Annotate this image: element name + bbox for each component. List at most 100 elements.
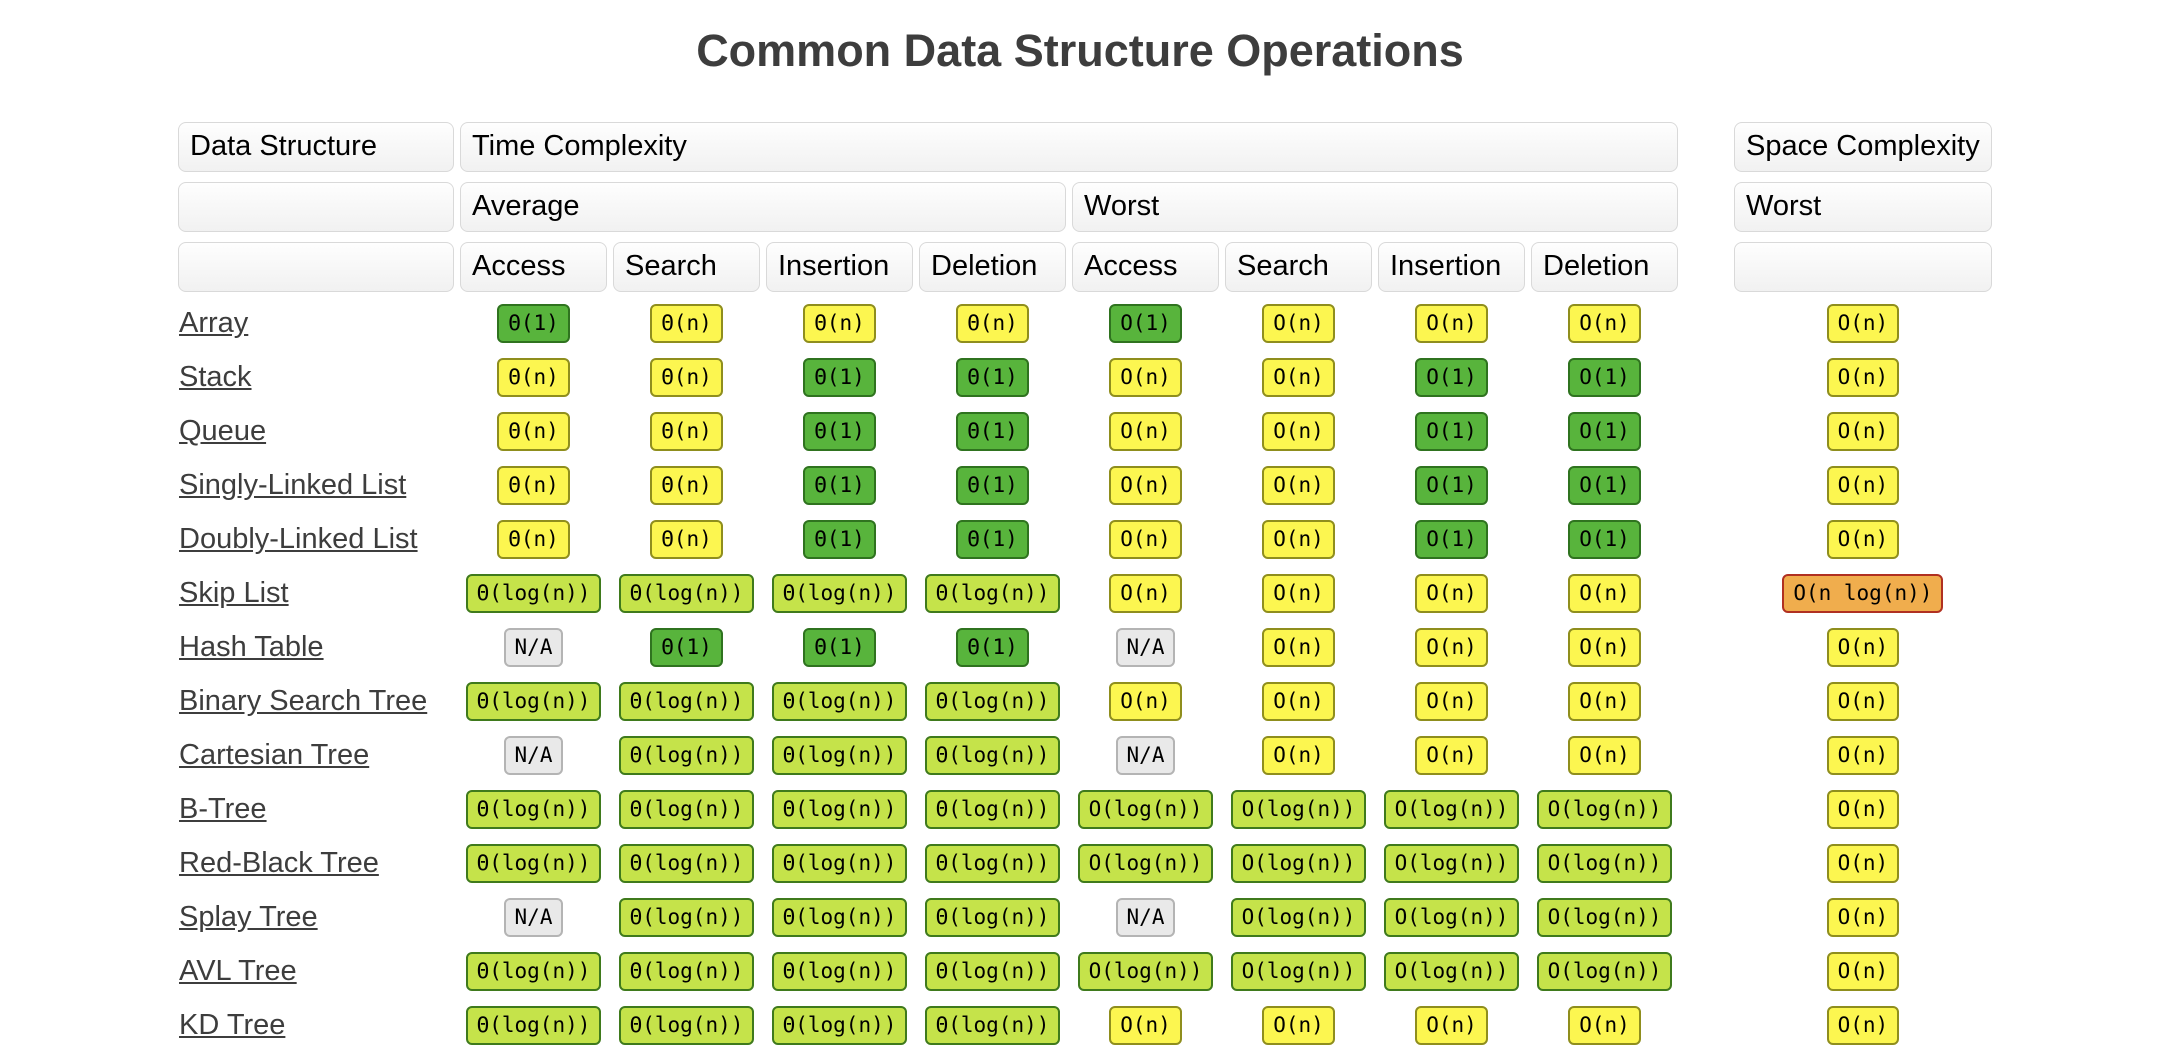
header-data-structure: Data Structure (178, 121, 454, 172)
data-structure-link[interactable]: B-Tree (179, 793, 267, 825)
header-op-deletion-average: Deletion (919, 241, 1066, 292)
complexity-badge: Θ(log(n)) (771, 790, 908, 829)
data-structure-link[interactable]: Stack (179, 361, 252, 393)
complexity-cell: Θ(log(n)) (613, 788, 760, 832)
complexity-cell: N/A (1072, 626, 1219, 670)
complexity-cell: Θ(log(n)) (766, 788, 913, 832)
complexity-cell: Θ(log(n)) (919, 734, 1066, 778)
complexity-badge: O(1) (1568, 520, 1641, 559)
data-structure-link[interactable]: Hash Table (179, 631, 324, 663)
complexity-cell: Θ(1) (766, 626, 913, 670)
complexity-badge: Θ(log(n)) (771, 952, 908, 991)
header-group-row: Data Structure Time Complexity Space Com… (178, 121, 1992, 172)
complexity-cell: O(1) (1531, 464, 1678, 508)
complexity-badge: O(n) (1262, 628, 1335, 667)
complexity-badge: O(n) (1826, 1006, 1900, 1045)
complexity-cell: O(1) (1531, 518, 1678, 562)
complexity-badge: O(log(n)) (1383, 952, 1520, 991)
complexity-cell: Θ(n) (460, 464, 607, 508)
complexity-badge: O(n) (1415, 304, 1488, 343)
complexity-cell: Θ(log(n)) (766, 842, 913, 886)
complexity-badge: O(log(n)) (1230, 844, 1367, 883)
complexity-cell: O(1) (1378, 410, 1525, 454)
complexity-cell: Θ(n) (460, 356, 607, 400)
gutter-cell (1684, 572, 1728, 616)
complexity-badge: O(log(n)) (1383, 898, 1520, 937)
data-structure-link[interactable]: AVL Tree (179, 955, 297, 987)
complexity-badge: O(n) (1262, 736, 1335, 775)
complexity-cell: O(n) (1378, 680, 1525, 724)
complexity-badge: Θ(1) (650, 628, 723, 667)
complexity-badge: O(n) (1826, 358, 1900, 397)
complexity-badge: Θ(log(n)) (924, 682, 1061, 721)
header-empty-name-cell (178, 241, 454, 292)
gutter-cell (1684, 626, 1728, 670)
complexity-badge: Θ(log(n)) (618, 574, 755, 613)
complexity-cell: O(log(n)) (1378, 788, 1525, 832)
complexity-badge: Θ(log(n)) (771, 1006, 908, 1045)
table-row: Red-Black Tree Θ(log(n)) Θ(log(n)) Θ(log(n)… (178, 842, 1992, 886)
complexity-badge: O(log(n)) (1077, 844, 1214, 883)
complexity-cell: Θ(log(n)) (460, 788, 607, 832)
complexity-badge: N/A (503, 736, 564, 775)
complexity-badge: N/A (503, 628, 564, 667)
complexity-cell: O(n) (1378, 302, 1525, 346)
gutter-cell (1684, 842, 1728, 886)
complexity-cell: Θ(log(n)) (613, 680, 760, 724)
complexity-badge: O(log(n)) (1230, 898, 1367, 937)
complexity-badge: Θ(1) (803, 520, 876, 559)
complexity-cell: Θ(1) (766, 410, 913, 454)
complexity-table: Data Structure Time Complexity Space Com… (172, 112, 1998, 1050)
data-structure-link[interactable]: Red-Black Tree (179, 847, 379, 879)
complexity-badge: O(n) (1415, 736, 1488, 775)
complexity-cell: O(log(n)) (1225, 788, 1372, 832)
header-op-search-worst: Search (1225, 241, 1372, 292)
data-structure-link[interactable]: KD Tree (179, 1009, 286, 1041)
data-structure-link[interactable]: Doubly-Linked List (179, 523, 418, 555)
data-structure-link[interactable]: Binary Search Tree (179, 685, 428, 717)
complexity-badge: Θ(log(n)) (771, 682, 908, 721)
complexity-cell: Θ(log(n)) (919, 842, 1066, 886)
gutter-cell (1684, 788, 1728, 832)
complexity-cell: O(n) (1378, 734, 1525, 778)
complexity-badge: Θ(log(n)) (465, 1006, 602, 1045)
complexity-badge: O(log(n)) (1536, 898, 1673, 937)
data-structure-link[interactable]: Splay Tree (179, 901, 318, 933)
complexity-badge: N/A (1115, 628, 1176, 667)
complexity-cell: Θ(log(n)) (460, 842, 607, 886)
complexity-badge: Θ(n) (650, 520, 723, 559)
complexity-badge: Θ(n) (497, 520, 570, 559)
complexity-cell: O(n) (1734, 626, 1992, 670)
data-structure-link[interactable]: Cartesian Tree (179, 739, 370, 771)
complexity-badge: O(n) (1415, 574, 1488, 613)
header-op-access-average: Access (460, 241, 607, 292)
complexity-cell: O(1) (1378, 356, 1525, 400)
data-structure-link[interactable]: Singly-Linked List (179, 469, 407, 501)
complexity-badge: Θ(n) (803, 304, 876, 343)
complexity-cell: O(n) (1734, 302, 1992, 346)
complexity-cell: Θ(log(n)) (919, 950, 1066, 994)
data-structure-link[interactable]: Queue (179, 415, 267, 447)
complexity-cell: O(n) (1734, 950, 1992, 994)
complexity-cell: Θ(n) (613, 464, 760, 508)
complexity-badge: O(log(n)) (1536, 844, 1673, 883)
gutter-cell (1684, 734, 1728, 778)
complexity-badge: Θ(n) (650, 358, 723, 397)
complexity-cell: Θ(log(n)) (766, 896, 913, 940)
complexity-badge: O(n) (1109, 466, 1182, 505)
table-row: Splay Tree N/A Θ(log(n)) Θ(log(n)) Θ(log(n))… (178, 896, 1992, 940)
complexity-badge: O(n) (1826, 628, 1900, 667)
complexity-badge: Θ(1) (803, 466, 876, 505)
complexity-cell: O(log(n)) (1072, 788, 1219, 832)
data-structure-link[interactable]: Array (179, 307, 249, 339)
complexity-badge: O(n) (1262, 304, 1335, 343)
complexity-badge: O(n) (1262, 574, 1335, 613)
complexity-cell: N/A (460, 626, 607, 670)
complexity-badge: Θ(log(n)) (465, 790, 602, 829)
complexity-badge: Θ(1) (956, 412, 1029, 451)
data-structure-link[interactable]: Skip List (179, 577, 289, 609)
complexity-badge: O(1) (1415, 412, 1488, 451)
complexity-cell: O(n) (1225, 734, 1372, 778)
row-label-cell: Doubly-Linked List (178, 518, 454, 562)
complexity-badge: Θ(log(n)) (924, 898, 1061, 937)
